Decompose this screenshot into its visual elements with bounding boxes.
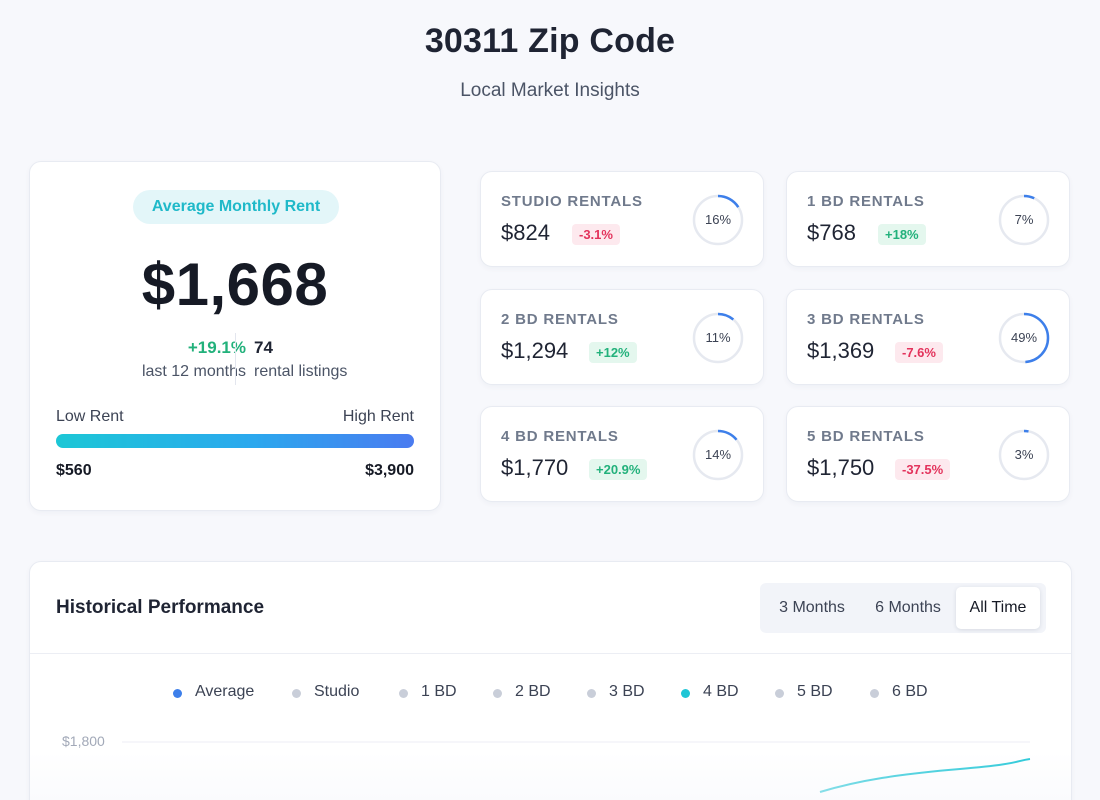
rental-change-badge: -37.5% [895,459,951,480]
legend-label: 3 BD [609,683,645,700]
legend-dot [173,689,182,698]
low-rent-label: Low Rent [56,408,124,425]
rental-label: 4 BD RENTALS [501,428,619,445]
ring-progress [998,429,1050,481]
rental-label: 1 BD RENTALS [807,193,925,210]
historical-title: Historical Performance [56,597,265,618]
rental-change-badge: +20.9% [589,459,648,480]
rental-value: $1,294 [501,338,569,363]
average-rent-pill: Average Monthly Rent [133,190,339,224]
rental-card-3bd[interactable]: 3 BD RENTALS $1,369 -7.6% 49% [786,289,1070,385]
high-rent-label: High Rent [342,408,414,425]
rental-card-2bd[interactable]: 2 BD RENTALS $1,294 +12% 11% [480,289,764,385]
rental-label: STUDIO RENTALS [501,193,643,210]
legend-dot [681,689,690,698]
rental-value: $824 [501,220,550,245]
high-rent-value: $3,900 [365,462,414,479]
ring-progress [692,312,744,364]
rental-card-5bd[interactable]: 5 BD RENTALS $1,750 -37.5% 3% [786,406,1070,502]
legend-dot [775,689,784,698]
rental-value: $768 [807,220,856,245]
rental-change-badge: +18% [878,224,926,245]
rental-change-badge: +12% [589,342,637,363]
page-title: 30311 Zip Code [424,22,676,60]
ring-progress [998,194,1050,246]
low-rent-value: $560 [56,462,92,479]
rental-label: 2 BD RENTALS [501,311,619,328]
legend-dot [493,689,502,698]
page-subtitle: Local Market Insights [460,80,640,101]
rental-change-badge: -7.6% [895,342,943,363]
legend-label: 5 BD [797,683,833,700]
rental-change-badge: -3.1% [572,224,620,245]
ring-progress [692,429,744,481]
average-rent-value: $1,668 [141,251,329,318]
range-all-time-button[interactable]: All Time [956,587,1040,629]
rental-value: $1,770 [501,455,569,480]
legend-dot [292,689,301,698]
historical-performance-card: Historical Performance 3 Months 6 Months… [29,561,1072,800]
legend-label: 6 BD [892,683,928,700]
share-ring [998,194,1050,246]
ring-progress [692,194,744,246]
range-6-months-button[interactable]: 6 Months [875,599,941,616]
rental-card-4bd[interactable]: 4 BD RENTALS $1,770 +20.9% 14% [480,406,764,502]
rental-card-1bd[interactable]: 1 BD RENTALS $768 +18% 7% [786,171,1070,267]
range-3-months-button[interactable]: 3 Months [779,599,845,616]
average-rent-change-label: last 12 months [141,363,246,380]
y-axis-tick: $1,800 [62,733,105,749]
rental-value: $1,750 [807,455,875,480]
history-chart [122,741,1031,793]
share-ring-value: 14% [704,447,732,462]
stat-divider [235,333,236,385]
legend-dot [399,689,408,698]
range-selector: 3 Months 6 Months All Time [760,583,1046,633]
listings-count: 74 [254,338,273,357]
rental-value: $1,369 [807,338,875,363]
average-rent-card: Average Monthly Rent $1,668 +19.1% last … [29,161,441,511]
legend-label: 4 BD [703,683,739,700]
rental-label: 3 BD RENTALS [807,311,925,328]
divider [30,653,1071,654]
listings-label: rental listings [254,363,348,380]
legend-dot [870,689,879,698]
legend-label: Studio [314,683,360,700]
share-ring-value: 7% [1014,212,1034,227]
share-ring-value: 16% [704,212,732,227]
share-ring [692,194,744,246]
legend-label: Average [195,683,255,700]
average-rent-change: +19.1% [187,338,246,357]
share-ring-value: 49% [1010,330,1038,345]
ring-progress [998,312,1050,364]
series-line-4bd [819,758,1031,793]
rent-range-bar [56,434,414,448]
share-ring [998,429,1050,481]
share-ring [692,429,744,481]
share-ring [692,312,744,364]
share-ring-value: 11% [705,330,731,345]
rental-label: 5 BD RENTALS [807,428,925,445]
share-ring-value: 3% [1014,447,1034,462]
legend-label: 1 BD [421,683,457,700]
share-ring [998,312,1050,364]
rental-card-studio[interactable]: STUDIO RENTALS $824 -3.1% 16% [480,171,764,267]
legend-dot [587,689,596,698]
legend-label: 2 BD [515,683,551,700]
